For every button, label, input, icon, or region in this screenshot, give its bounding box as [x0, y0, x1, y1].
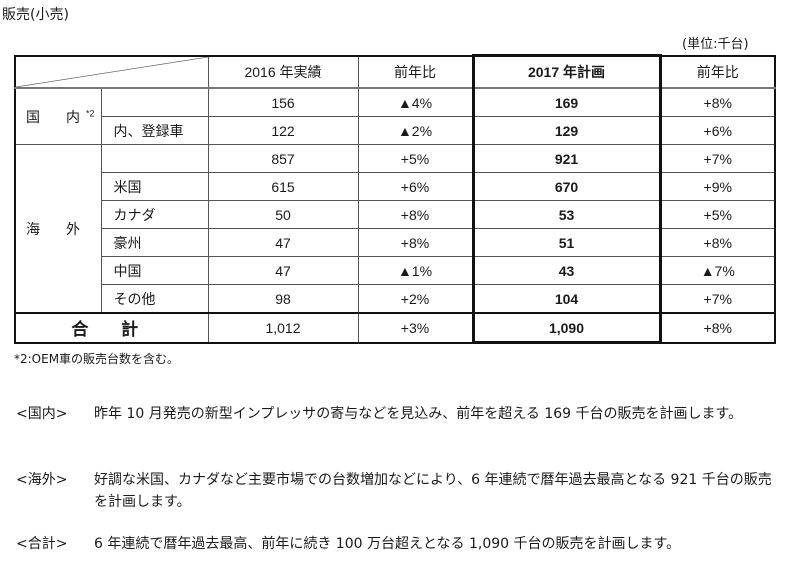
paragraph-text: 6 年連続で暦年過去最高、前年に続き 100 万台超えとなる 1,090 千台の…: [94, 536, 681, 552]
plan-2017-cell: 129: [471, 116, 662, 145]
yoy-2017-cell: +8%: [659, 87, 776, 117]
section-title: 販売(小売): [2, 7, 69, 23]
paragraph-tag: <国内>: [16, 406, 68, 422]
table-header-row: 2016 年実績 前年比 2017 年計画 前年比: [14, 54, 776, 89]
row-label: 内、登録車: [100, 116, 209, 145]
row-label: その他: [100, 284, 209, 314]
actual-2016-cell: 50: [207, 200, 359, 229]
plan-2017-cell: 43: [471, 256, 662, 285]
plan-2017-cell: 670: [471, 172, 662, 201]
paragraph-total: <合計> 6 年連続で暦年過去最高、前年に続き 100 万台超えとなる 1,090…: [16, 533, 774, 555]
table-row: 豪州 47 +8% 51 +8%: [15, 228, 776, 257]
header-2017-plan: 2017 年計画: [471, 54, 662, 89]
actual-2016-cell: 615: [207, 172, 359, 201]
actual-2016-cell: 47: [207, 228, 359, 257]
yoy-2016-cell: +5%: [357, 144, 474, 173]
plan-2017-cell: 169: [471, 87, 662, 117]
actual-2016-cell: 156: [207, 87, 359, 117]
yoy-2016-cell: ▲1%: [357, 256, 474, 285]
table-row: その他 98 +2% 104 +7%: [15, 284, 776, 314]
group-label-domestic: 国 内*2: [14, 87, 102, 145]
paragraph-tag: <海外>: [16, 472, 68, 488]
plan-2017-cell: 921: [471, 144, 662, 173]
yoy-2017-cell: +8%: [659, 228, 776, 257]
yoy-2017-cell: +6%: [659, 116, 776, 145]
plan-2017-cell: 53: [471, 200, 662, 229]
paragraph-text: 昨年 10 月発売の新型インプレッサの寄与などを見込み、前年を超える 169 千…: [94, 406, 743, 422]
header-yoy-2017: 前年比: [659, 55, 776, 89]
unit-label: (単位:千台): [682, 37, 749, 52]
paragraph-overseas: <海外> 好調な米国、カナダなど主要市場での台数増加などにより、6 年連続で暦年過…: [16, 469, 774, 513]
plan-2017-cell: 104: [471, 284, 662, 314]
plan-2017-cell: 51: [471, 228, 662, 257]
yoy-2016-cell: ▲4%: [357, 87, 474, 117]
table-row: 海 外 857 +5% 921 +7%: [14, 144, 776, 313]
yoy-2016-cell: ▲2%: [357, 116, 474, 145]
table-row: カナダ 50 +8% 53 +5%: [15, 200, 776, 229]
actual-2016-cell: 47: [207, 256, 359, 285]
sales-table: 2016 年実績 前年比 2017 年計画 前年比 国 内*2 156 ▲4% …: [14, 54, 776, 344]
paragraph-text: 好調な米国、カナダなど主要市場での台数増加などにより、6 年連続で暦年過去最高と…: [94, 472, 772, 510]
total-actual-2016: 1,012: [207, 312, 359, 343]
row-label: [101, 144, 209, 173]
yoy-2017-cell: +7%: [659, 144, 776, 173]
yoy-2016-cell: +2%: [357, 284, 474, 314]
footnote-ref: *2: [86, 107, 95, 118]
actual-2016-cell: 857: [207, 144, 359, 173]
paragraph-domestic: <国内> 昨年 10 月発売の新型インプレッサの寄与などを見込み、前年を超える 1…: [16, 403, 774, 425]
yoy-2016-cell: +8%: [357, 228, 474, 257]
row-label: 米国: [100, 172, 209, 201]
row-label: カナダ: [100, 200, 209, 229]
row-label: 中国: [100, 256, 209, 285]
header-yoy-2016: 前年比: [357, 55, 474, 89]
footnote: *2:OEM車の販売台数を含む。: [14, 352, 180, 366]
table-row: 米国 615 +6% 670 +9%: [15, 172, 776, 201]
yoy-2017-cell: +5%: [659, 200, 776, 229]
yoy-2017-cell: ▲7%: [659, 256, 776, 285]
total-label: 合 計: [14, 312, 209, 343]
actual-2016-cell: 122: [207, 116, 359, 145]
paragraph-tag: <合計>: [16, 536, 68, 552]
table-row: 内、登録車 122 ▲2% 129 +6%: [15, 116, 776, 145]
row-label: 豪州: [100, 228, 209, 257]
table-row: 国 内*2 156 ▲4% 169 +8%: [14, 87, 776, 145]
header-corner-diagonal: [14, 55, 209, 89]
row-label: [101, 87, 209, 117]
yoy-2016-cell: +8%: [357, 200, 474, 229]
group-label-overseas: 海 外: [14, 144, 102, 313]
table-total-row: 合 計 1,012 +3% 1,090 +8%: [14, 312, 776, 344]
table-row: 中国 47 ▲1% 43 ▲7%: [15, 256, 776, 285]
header-2016-actual: 2016 年実績: [207, 55, 359, 89]
yoy-2017-cell: +7%: [659, 284, 776, 314]
yoy-2017-cell: +9%: [659, 172, 776, 201]
yoy-2016-cell: +6%: [357, 172, 474, 201]
total-yoy-2017: +8%: [659, 312, 776, 343]
actual-2016-cell: 98: [207, 284, 359, 314]
total-plan-2017: 1,090: [471, 312, 662, 344]
total-yoy-2016: +3%: [357, 312, 474, 343]
